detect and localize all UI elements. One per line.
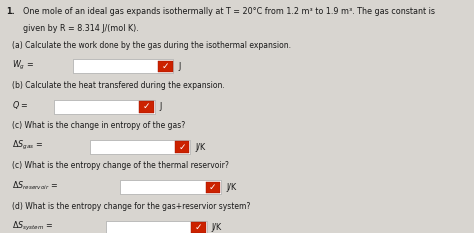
Text: J/K: J/K: [212, 223, 222, 232]
FancyBboxPatch shape: [206, 182, 220, 193]
FancyBboxPatch shape: [120, 180, 221, 194]
FancyBboxPatch shape: [139, 101, 154, 113]
Text: 1.: 1.: [6, 7, 14, 16]
Text: ✓: ✓: [195, 223, 202, 232]
Text: J/K: J/K: [226, 183, 236, 192]
Text: (a) Calculate the work done by the gas during the isothermal expansion.: (a) Calculate the work done by the gas d…: [12, 41, 291, 50]
Text: (c) What is the change in entropy of the gas?: (c) What is the change in entropy of the…: [12, 121, 185, 130]
Text: $\Delta S_{gas}$ =: $\Delta S_{gas}$ =: [12, 139, 43, 152]
FancyBboxPatch shape: [54, 100, 155, 114]
Text: ✓: ✓: [178, 143, 186, 151]
Text: J/K: J/K: [195, 143, 205, 151]
FancyBboxPatch shape: [106, 221, 207, 233]
FancyBboxPatch shape: [158, 61, 173, 72]
Text: $W_g$ =: $W_g$ =: [12, 59, 34, 72]
Text: One mole of an ideal gas expands isothermally at T = 20°C from 1.2 m³ to 1.9 m³.: One mole of an ideal gas expands isother…: [23, 7, 435, 16]
Text: ✓: ✓: [209, 183, 217, 192]
FancyBboxPatch shape: [73, 59, 173, 73]
Text: given by R = 8.314 J/(mol K).: given by R = 8.314 J/(mol K).: [23, 24, 138, 33]
FancyBboxPatch shape: [175, 141, 189, 153]
Text: ✓: ✓: [162, 62, 169, 71]
Text: $\Delta S_{system}$ =: $\Delta S_{system}$ =: [12, 220, 53, 233]
Text: ✓: ✓: [143, 102, 150, 111]
Text: (b) Calculate the heat transfered during the expansion.: (b) Calculate the heat transfered during…: [12, 81, 225, 90]
Text: J: J: [160, 102, 162, 111]
Text: (d) What is the entropy change for the gas+reservior system?: (d) What is the entropy change for the g…: [12, 202, 250, 211]
Text: (c) What is the entropy change of the thermal reservoir?: (c) What is the entropy change of the th…: [12, 161, 229, 171]
Text: J: J: [179, 62, 181, 71]
FancyBboxPatch shape: [90, 140, 190, 154]
FancyBboxPatch shape: [191, 222, 206, 233]
Text: $\Delta S_{reservoir}$ =: $\Delta S_{reservoir}$ =: [12, 180, 58, 192]
Text: $Q$ =: $Q$ =: [12, 99, 28, 111]
